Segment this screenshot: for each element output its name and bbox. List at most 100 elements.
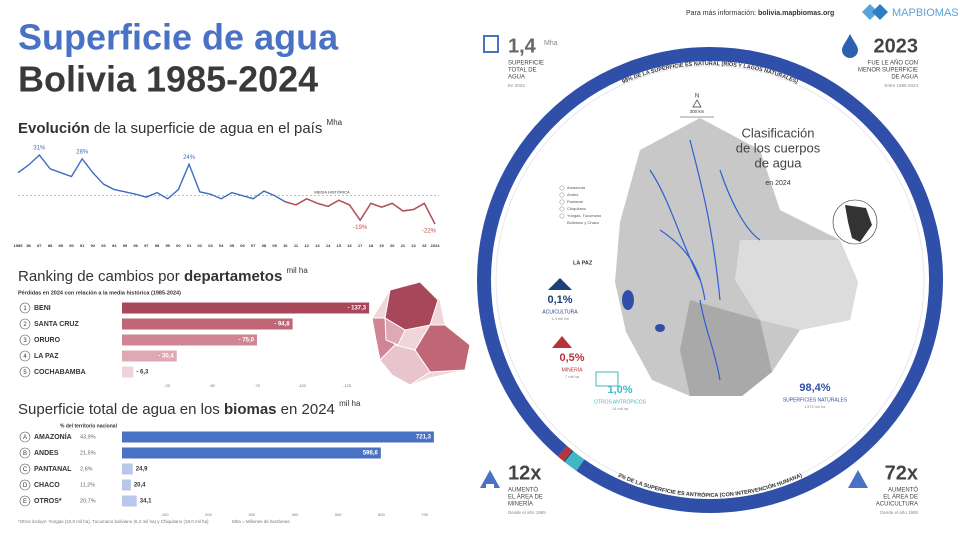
bar bbox=[122, 366, 134, 378]
x-tick-label: 2024 bbox=[431, 243, 441, 248]
x-tick-label: 99 bbox=[165, 243, 170, 248]
key-letter: D bbox=[23, 483, 28, 489]
x-tick-label: 94 bbox=[112, 243, 117, 248]
share-detail: 1374 mil ha bbox=[805, 404, 826, 409]
title-rest: Ranking de cambios por bbox=[18, 268, 180, 285]
stat-value: 1,4 bbox=[508, 35, 537, 57]
inset-map-land bbox=[845, 205, 872, 242]
x-tick-label: 04 bbox=[219, 243, 224, 248]
info-label: Para más información: bbox=[686, 10, 756, 17]
info-url[interactable]: bolivia.mapbiomas.org bbox=[758, 10, 834, 17]
x-tick-label: 20 bbox=[390, 243, 395, 248]
value-label: 34,1 bbox=[140, 499, 152, 505]
share-category: ACUICULTURA bbox=[542, 309, 578, 315]
x-tick-label: 01 bbox=[187, 243, 192, 248]
line-segment-below bbox=[370, 202, 382, 208]
key-letter: E bbox=[23, 499, 27, 505]
annotation: -19% bbox=[353, 225, 368, 231]
x-tick-label: -75 bbox=[254, 383, 261, 388]
key-badge bbox=[19, 463, 31, 475]
rank-number: 4 bbox=[23, 354, 27, 360]
legend-badge bbox=[559, 192, 565, 198]
donut-slice bbox=[564, 451, 585, 471]
x-tick-label: 17 bbox=[358, 243, 363, 248]
stat-label: AUMENTÓ bbox=[508, 487, 538, 494]
stat-label: MENOR SUPERFICIE bbox=[858, 68, 918, 74]
rank-badge bbox=[19, 366, 31, 378]
icon bbox=[848, 470, 868, 488]
legend-badge bbox=[559, 185, 565, 191]
rank-badge bbox=[19, 334, 31, 346]
stat-note: Entre 1985-2024 bbox=[884, 83, 918, 88]
donut-slice bbox=[563, 450, 574, 463]
logo-icon bbox=[872, 4, 888, 20]
x-tick-label: 16 bbox=[347, 243, 352, 248]
unit: mil ha bbox=[339, 399, 361, 408]
bar bbox=[122, 463, 133, 475]
x-tick-label: -125 bbox=[343, 383, 352, 388]
x-tick-label: 19 bbox=[379, 243, 384, 248]
bar bbox=[122, 447, 381, 459]
bar bbox=[122, 334, 257, 346]
x-tick-label: 14 bbox=[326, 243, 331, 248]
logo: MAPBIOMAS bbox=[862, 4, 959, 20]
x-tick-label: 400 bbox=[292, 512, 299, 517]
icon bbox=[548, 278, 572, 290]
category-label: AMAZONÍA bbox=[34, 432, 72, 441]
stat-note: Desde el año 1985 bbox=[880, 510, 918, 515]
x-tick-label: 09 bbox=[272, 243, 277, 248]
x-tick-label: 87 bbox=[37, 243, 42, 248]
icon bbox=[595, 371, 619, 387]
value-label: - 6,3 bbox=[136, 370, 149, 376]
rank-number: 1 bbox=[23, 306, 27, 312]
stat-value: 12x bbox=[508, 462, 541, 484]
x-tick-label: 300 bbox=[248, 512, 255, 517]
donut-slice bbox=[477, 46, 943, 513]
icon bbox=[842, 34, 858, 58]
stat-label: EL ÁREA DE bbox=[883, 494, 918, 501]
bar bbox=[122, 495, 137, 507]
bar bbox=[122, 302, 370, 314]
key-letter: A bbox=[23, 435, 27, 441]
line-segment-below bbox=[391, 202, 404, 212]
map-title-sub: en 2024 bbox=[765, 180, 790, 187]
value-label: - 137,3 bbox=[347, 306, 366, 312]
rank-badge bbox=[19, 318, 31, 330]
stat-label: AGUA bbox=[508, 75, 525, 81]
x-tick-label: 200 bbox=[205, 512, 212, 517]
share-value: 1,0% bbox=[607, 384, 632, 396]
share-label: 20,7% bbox=[80, 498, 96, 504]
footnote: Mha = Millones de hectáreas bbox=[232, 519, 290, 524]
category-label: BENI bbox=[34, 305, 51, 312]
stat-label: MINERÍA bbox=[508, 501, 533, 508]
category-label: PANTANAL bbox=[34, 466, 72, 473]
rank-number: 3 bbox=[23, 338, 27, 344]
key-badge bbox=[19, 495, 31, 507]
legend-item: Boliviano y Chaco bbox=[567, 220, 600, 225]
legend-item: Yungas, Tucumano bbox=[567, 213, 602, 218]
map-title: de los cuerpos bbox=[736, 140, 821, 155]
x-tick-label: 00 bbox=[176, 243, 181, 248]
rank-number: 2 bbox=[23, 322, 27, 328]
stat-note: En 2024 bbox=[508, 83, 525, 88]
value-label: - 30,4 bbox=[158, 354, 174, 360]
logo-icon bbox=[862, 4, 878, 20]
share-detail: 14 mil ha bbox=[612, 406, 629, 411]
x-tick-label: 15 bbox=[337, 243, 342, 248]
annotation: -22% bbox=[422, 229, 437, 235]
map-region bbox=[680, 300, 772, 396]
info: Para más información: bolivia.mapbiomas.… bbox=[686, 10, 834, 17]
line-segment-below bbox=[402, 208, 414, 212]
x-tick-label: 08 bbox=[262, 243, 267, 248]
stat-label: SUPERFICIE bbox=[508, 61, 544, 67]
share-detail: 7 mil ha bbox=[565, 374, 580, 379]
share-label: 2,6% bbox=[80, 466, 93, 472]
category-label: ORURO bbox=[34, 337, 61, 344]
share-label: 21,5% bbox=[80, 450, 96, 456]
category-label: OTROS* bbox=[34, 498, 62, 505]
key-letter: C bbox=[23, 467, 28, 473]
value-label: - 75,0 bbox=[239, 338, 255, 344]
x-tick-label: 92 bbox=[91, 243, 96, 248]
key-letter: B bbox=[23, 451, 27, 457]
